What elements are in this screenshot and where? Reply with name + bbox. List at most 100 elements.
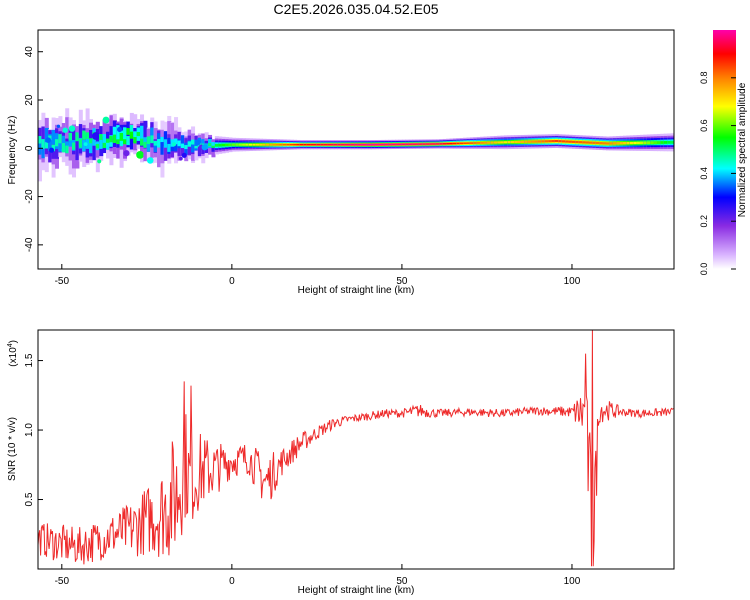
spectral-blob [178, 156, 183, 161]
spectral-cell [160, 136, 165, 143]
spectral-cell [228, 143, 233, 146]
spectral-cell [146, 136, 151, 145]
colorbar-label: Normalized spectral amplitude [737, 82, 748, 217]
spectral-cell [262, 143, 267, 146]
spectrogram-panel: -50 0 50 100 -40 -20 0 20 40 Height of straight… [7, 29, 678, 296]
spectral-cell [578, 141, 583, 144]
spectral-cell [242, 143, 247, 146]
colorbar: 0.0 0.2 0.4 0.6 0.8 Normalized spectral ampl… [699, 30, 748, 275]
spectral-cell [391, 143, 396, 146]
spectral-blob [194, 139, 201, 146]
spectral-cell [61, 143, 66, 153]
spectral-cell [354, 143, 359, 146]
spectral-band [38, 108, 678, 182]
spectral-cell [41, 141, 46, 159]
spectral-cell [490, 141, 495, 144]
spectral-cell [211, 142, 216, 147]
spectral-cell [408, 143, 413, 145]
spectral-cell [99, 134, 104, 140]
spectral-cell [163, 139, 168, 148]
snr-multiplier-close: ) [8, 340, 19, 343]
spectral-cell [112, 134, 117, 143]
spectral-cell [44, 142, 49, 149]
spectral-blob [171, 142, 177, 147]
spectral-cell [167, 143, 172, 152]
spectral-cell [65, 145, 70, 154]
spectral-cell [218, 143, 223, 147]
spectral-cell [674, 137, 678, 147]
snr-y-tick-label: 1.5 [24, 353, 35, 367]
spectral-cell [48, 133, 53, 151]
spectrogram-y-tick-label: -40 [24, 237, 35, 252]
spectral-cell [245, 143, 250, 146]
spectral-cell [405, 143, 410, 145]
spectral-blob [201, 144, 208, 151]
spectral-cell [422, 143, 427, 145]
spectral-blob [91, 132, 100, 140]
spectral-cell [616, 142, 621, 145]
spectral-cell [381, 143, 386, 146]
spectral-cell [51, 129, 56, 145]
spectral-cell [140, 125, 145, 142]
spectral-cell [129, 131, 134, 139]
colorbar-tick-label: 0.2 [699, 215, 709, 228]
spectral-blob [181, 152, 187, 158]
spectral-cell [174, 138, 179, 145]
spectral-cell [75, 133, 80, 161]
spectral-cell [123, 127, 128, 143]
spectral-cell [157, 129, 162, 168]
snr-y-tick-label: 0.5 [24, 492, 35, 506]
spectral-cell [425, 143, 430, 145]
spectral-cell [289, 143, 294, 146]
spectral-cell [170, 143, 175, 152]
snr-x-tick-label: 50 [396, 576, 408, 587]
spectral-cell [187, 141, 192, 147]
spectral-cell [133, 131, 138, 141]
spectral-cell [133, 136, 138, 144]
spectral-cell [201, 139, 206, 147]
snr-panel: -50 0 50 100 0.5 1.0 1.5 Height of straight l… [7, 329, 675, 596]
spectral-cell [221, 143, 226, 147]
spectral-cell [361, 143, 366, 146]
spectral-cell [551, 140, 556, 143]
spectrogram-x-tick-label: 0 [229, 276, 235, 287]
spectral-cell [442, 143, 447, 145]
spectral-cell [330, 143, 335, 146]
spectral-cell [276, 143, 281, 146]
spectral-cell [58, 138, 63, 152]
snr-x-axis-label: Height of straight line (km) [298, 585, 415, 596]
snr-multiplier-exponent: 4 [7, 343, 14, 347]
spectral-cell [99, 134, 104, 149]
colorbar-tick-label: 0.4 [699, 167, 709, 180]
spectral-cell [286, 143, 291, 146]
spectral-cell [486, 141, 491, 144]
spectral-cell [510, 141, 515, 144]
spectral-cell [395, 143, 400, 146]
spectral-cell [41, 139, 46, 149]
spectral-cell [357, 143, 362, 146]
spectral-cell [146, 138, 151, 152]
spectral-cell [211, 145, 216, 148]
spectral-cell [514, 140, 519, 144]
spectral-cell [48, 135, 53, 141]
spectral-cell [531, 140, 536, 143]
spectrogram-y-axis-label: Frequency (Hz) [7, 116, 18, 185]
spectral-cell [456, 142, 461, 145]
colorbar-tick-label: 0.0 [699, 263, 709, 276]
spectral-cell [398, 143, 403, 146]
spectral-cell [75, 132, 80, 142]
spectral-cell [102, 134, 107, 144]
snr-frame [37, 329, 675, 570]
spectral-cell [633, 141, 638, 145]
spectral-cell [595, 141, 600, 145]
spectral-cell [646, 141, 651, 145]
spectral-cell [197, 142, 202, 147]
spectral-cell [517, 140, 522, 144]
spectral-cell [534, 140, 539, 143]
spectral-cell [65, 117, 70, 157]
spectral-cell [643, 141, 648, 145]
spectral-cell [568, 140, 573, 143]
spectral-cell [129, 124, 134, 137]
spectral-cell [51, 144, 56, 152]
